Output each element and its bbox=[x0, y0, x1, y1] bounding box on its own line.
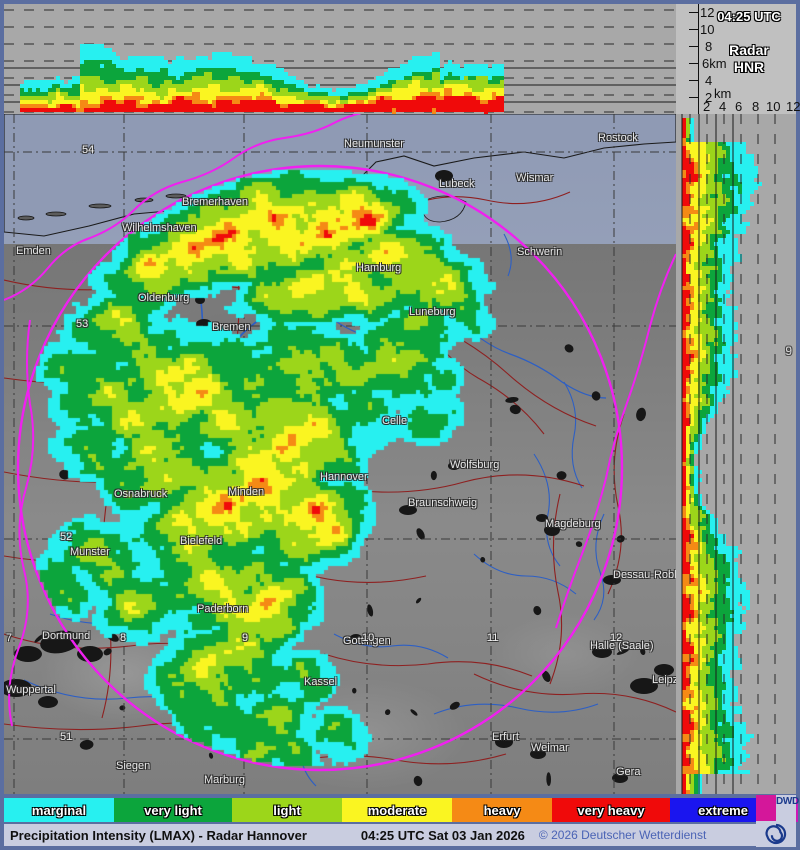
longitude-label: 7 bbox=[6, 632, 13, 644]
footer-bar: Precipitation Intensity (LMAX) - Radar H… bbox=[4, 824, 756, 846]
longitude-label: 12 bbox=[610, 632, 623, 644]
legend-label: heavy bbox=[483, 802, 521, 818]
right-cross-section-panel: 9 bbox=[676, 114, 796, 794]
city-label: Luneburg bbox=[409, 306, 456, 318]
city-label: Wuppertal bbox=[6, 684, 56, 696]
city-label: Dortmund bbox=[42, 630, 91, 642]
city-label: Emden bbox=[16, 245, 51, 257]
city-label: Wismar bbox=[516, 172, 554, 184]
city-label: Magdeburg bbox=[545, 518, 601, 530]
latitude-label: 51 bbox=[60, 731, 73, 743]
radar-map[interactable]: Emden Wilhelmshaven Bremerhaven Oldenburg Br… bbox=[4, 114, 676, 794]
legend-label: very light bbox=[144, 802, 202, 818]
city-label: Wilhelmshaven bbox=[122, 222, 197, 234]
legend-item-moderate[interactable]: moderate bbox=[342, 798, 452, 822]
dwd-logo: DWD bbox=[756, 795, 799, 847]
distance-unit-label: km bbox=[714, 86, 732, 101]
legend-label: marginal bbox=[31, 802, 87, 818]
city-label: Schwerin bbox=[517, 246, 563, 258]
city-label: Rostock bbox=[598, 132, 638, 144]
legend-item-very heavy[interactable]: very heavy bbox=[552, 798, 670, 822]
city-label: Marburg bbox=[204, 774, 245, 786]
distance-tick-6: 6 bbox=[735, 99, 743, 114]
city-label: Minden bbox=[228, 486, 265, 498]
city-label: Gottingen bbox=[343, 635, 391, 647]
station-code: HNR bbox=[733, 59, 765, 75]
dwd-logo-block bbox=[756, 795, 776, 821]
dwd-spiral-icon bbox=[765, 823, 787, 845]
top-cross-section-panel bbox=[4, 4, 676, 114]
city-label: Bielefeld bbox=[180, 535, 223, 547]
city-label: Oldenburg bbox=[138, 292, 190, 304]
legend-item-heavy[interactable]: heavy bbox=[452, 798, 552, 822]
observation-time: 04:25 UTC bbox=[717, 9, 781, 24]
distance-tick-4: 4 bbox=[719, 99, 727, 114]
height-axis: 12 10 8 6km 4 2 bbox=[676, 4, 727, 114]
height-tick-12: 12 bbox=[700, 5, 715, 20]
legend-label: moderate bbox=[367, 802, 427, 818]
radar-word: Radar bbox=[729, 42, 769, 58]
city-label: Halle (Saale) bbox=[590, 640, 654, 652]
legend-label: very heavy bbox=[577, 802, 645, 818]
city-label: Munster bbox=[70, 546, 110, 558]
longitude-label: 8 bbox=[120, 632, 127, 644]
right-panel-axis-marker: 9 bbox=[785, 344, 792, 358]
distance-tick-8: 8 bbox=[752, 99, 760, 114]
legend-item-marginal[interactable]: marginal bbox=[4, 798, 114, 822]
longitude-label: 9 bbox=[242, 632, 249, 644]
latitude-label: 52 bbox=[60, 531, 73, 543]
height-tick-6km: 6km bbox=[702, 56, 727, 71]
right-cross-section-plot bbox=[681, 114, 776, 794]
latitude-label: 53 bbox=[76, 318, 89, 330]
city-label: Gera bbox=[616, 766, 641, 778]
radar-station-name: Radar HNR bbox=[704, 42, 794, 76]
distance-tick-12: 12 bbox=[786, 99, 800, 114]
city-label: Lubeck bbox=[439, 178, 475, 190]
distance-tick-10: 10 bbox=[766, 99, 781, 114]
city-label: Leipzig bbox=[652, 674, 676, 686]
longitude-label: 11 bbox=[487, 632, 499, 644]
city-label: Osnabruck bbox=[114, 488, 168, 500]
city-label: Wolfsburg bbox=[450, 459, 500, 471]
legend-label: extreme bbox=[698, 802, 748, 818]
height-tick-10: 10 bbox=[700, 22, 715, 37]
top-cross-section-plot bbox=[4, 9, 676, 114]
city-label: Hamburg bbox=[356, 262, 402, 274]
city-label: Braunschweig bbox=[408, 497, 478, 509]
radar-info-panel: 12 10 8 6km 4 2 04:25 UTC Radar HNR km 2… bbox=[676, 4, 800, 114]
height-tick-8: 8 bbox=[705, 39, 713, 54]
footer-copyright: © 2026 Deutscher Wetterdienst bbox=[538, 828, 707, 842]
city-label: Siegen bbox=[116, 760, 151, 772]
city-label: Dessau-Robl bbox=[613, 569, 676, 581]
axis-divider bbox=[698, 4, 699, 114]
city-label: Hannover bbox=[320, 471, 368, 483]
city-label: Paderborn bbox=[197, 603, 249, 615]
footer-title: Precipitation Intensity (LMAX) - Radar H… bbox=[10, 827, 307, 843]
city-label: Neumunster bbox=[344, 138, 404, 150]
city-label: Weimar bbox=[531, 742, 569, 754]
dwd-logo-text: DWD bbox=[776, 796, 799, 807]
latitude-label: 54 bbox=[82, 144, 95, 156]
legend-item-very light[interactable]: very light bbox=[114, 798, 232, 822]
city-label: Celle bbox=[382, 415, 408, 427]
legend-item-light[interactable]: light bbox=[232, 798, 342, 822]
footer-timestamp: 04:25 UTC Sat 03 Jan 2026 bbox=[360, 827, 525, 843]
precipitation-echo-layer bbox=[4, 114, 676, 794]
city-label: Bremerhaven bbox=[182, 196, 249, 208]
distance-tick-2: 2 bbox=[703, 99, 711, 114]
city-label: Bremen bbox=[212, 321, 251, 333]
city-label: Erfurt bbox=[492, 731, 519, 743]
longitude-label: 10 bbox=[362, 632, 375, 644]
city-label: Kassel bbox=[304, 676, 338, 688]
height-tick-4: 4 bbox=[705, 73, 713, 88]
height-tick-2: 2 bbox=[705, 90, 713, 105]
intensity-legend[interactable]: marginal very light light moderate heavy very… bbox=[4, 798, 798, 822]
legend-label: light bbox=[273, 802, 301, 818]
